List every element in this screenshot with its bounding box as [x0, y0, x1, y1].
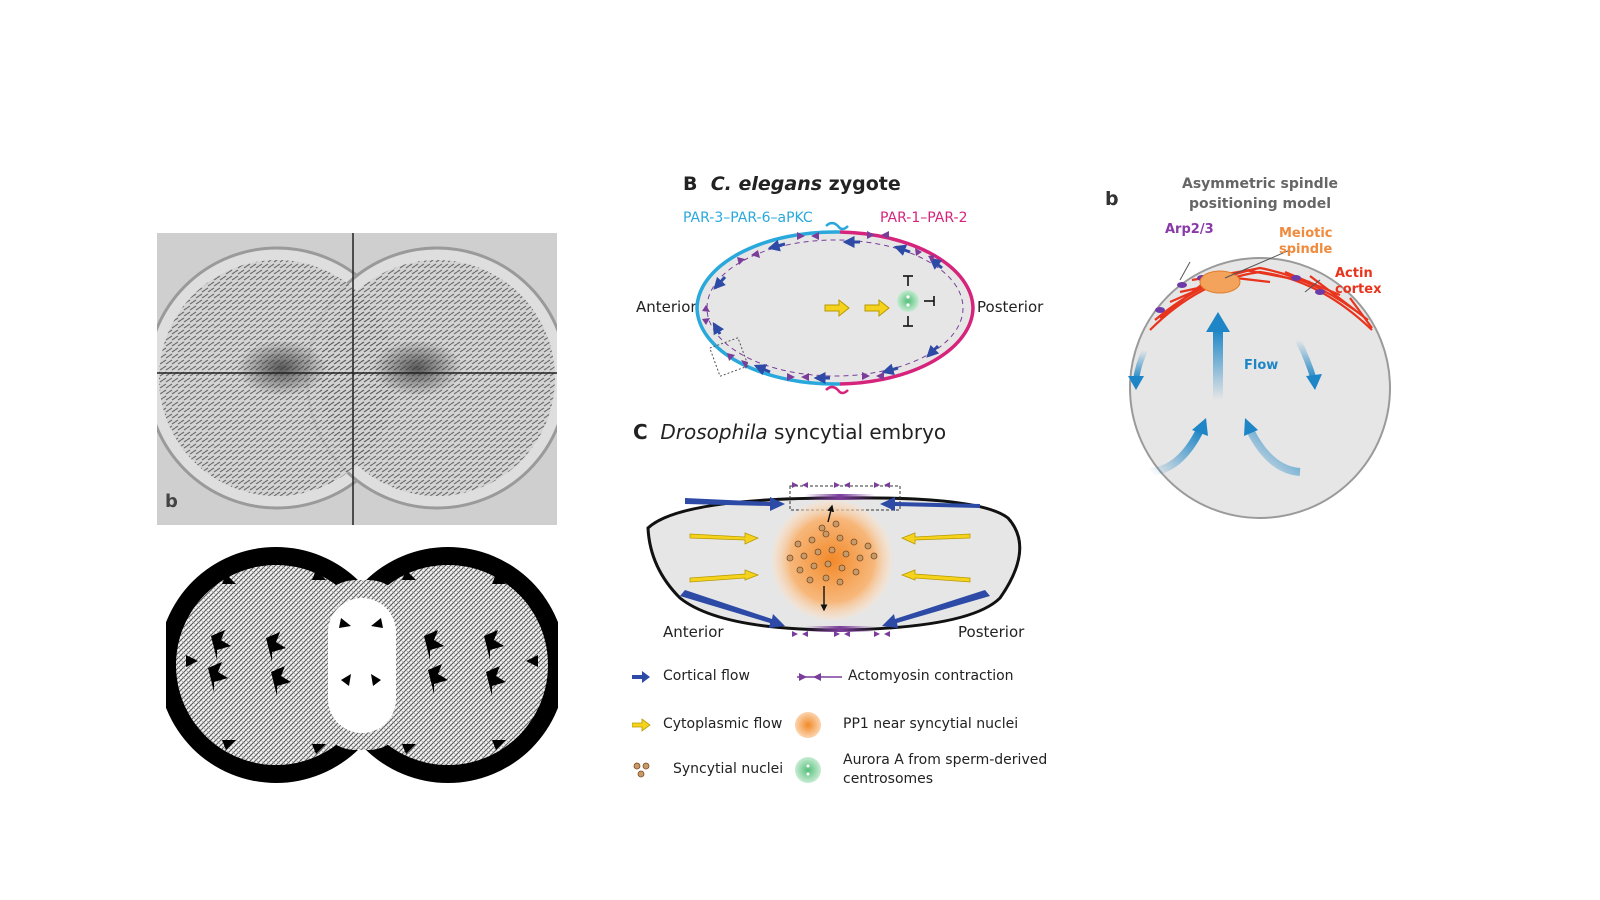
right-panel-title: Asymmetric spindle positioning model: [1170, 174, 1350, 214]
oocyte-diagram: [1128, 249, 1391, 519]
embryo-posterior-label: Posterior: [958, 623, 1025, 641]
syncytial-embryo-diagram: [646, 482, 1022, 637]
zygote-anterior-label: Anterior: [636, 298, 697, 316]
legend-aurora-line1: Aurora A from sperm-derived: [843, 752, 1048, 768]
panel-b-letter: B: [683, 173, 698, 195]
anterior-par-complex-label: PAR-3–PAR-6–aPKC: [683, 210, 813, 226]
panel-c-species: Drosophila: [660, 420, 768, 444]
legend-nuclei: Syncytial nuclei: [673, 761, 784, 777]
syncytial-nuclei-icon: [633, 762, 650, 778]
actomyosin-contraction-icon: [797, 673, 842, 681]
panel-b-title-rest: zygote: [828, 173, 901, 195]
micrograph-letter: b: [165, 491, 178, 512]
zygote-diagram: [695, 222, 975, 395]
legend-aurora-line2: centrosomes: [843, 771, 934, 787]
panel-b-species: C. elegans: [710, 173, 823, 195]
meiotic-spindle-line1: Meiotic: [1279, 226, 1333, 241]
actin-cortex-line2: cortex: [1335, 282, 1382, 297]
legend-pp1: PP1 near syncytial nuclei: [843, 716, 1019, 732]
dividing-cell-schematic: [166, 547, 558, 783]
panel-b-title: B C. elegans zygote: [683, 173, 901, 195]
posterior-par-complex-label: PAR-1–PAR-2: [880, 210, 968, 226]
panel-c-letter: C: [633, 420, 648, 444]
pp1-icon: [795, 712, 821, 738]
panel-c-title-rest: syncytial embryo: [774, 420, 947, 444]
legend-actomyosin: Actomyosin contraction: [848, 668, 1014, 684]
legend-cortical-flow: Cortical flow: [663, 668, 750, 684]
actin-cortex-label: Actin cortex: [1335, 266, 1381, 298]
right-title-line1: Asymmetric spindle: [1182, 176, 1338, 192]
actin-cortex-line1: Actin: [1335, 266, 1373, 281]
micrograph-panel: b: [157, 233, 557, 525]
legend-cytoplasmic-flow: Cytoplasmic flow: [663, 716, 783, 732]
meiotic-spindle-label: Meiotic spindle: [1279, 226, 1333, 258]
flow-label: Flow: [1244, 358, 1279, 373]
cytoplasmic-flow-icon: [632, 718, 651, 732]
aurora-a-icon: [795, 757, 821, 783]
embryo-anterior-label: Anterior: [663, 623, 724, 641]
cortical-flow-icon: [632, 671, 650, 683]
meiotic-spindle-line2: spindle: [1279, 242, 1333, 257]
panel-c-title: C Drosophila syncytial embryo: [633, 420, 946, 444]
arp23-label: Arp2/3: [1165, 222, 1214, 237]
right-title-line2: positioning model: [1188, 196, 1332, 212]
micrograph-image: [157, 233, 557, 525]
right-panel-letter: b: [1105, 188, 1119, 210]
zygote-posterior-label: Posterior: [977, 298, 1044, 316]
legend-symbols: [632, 671, 842, 783]
